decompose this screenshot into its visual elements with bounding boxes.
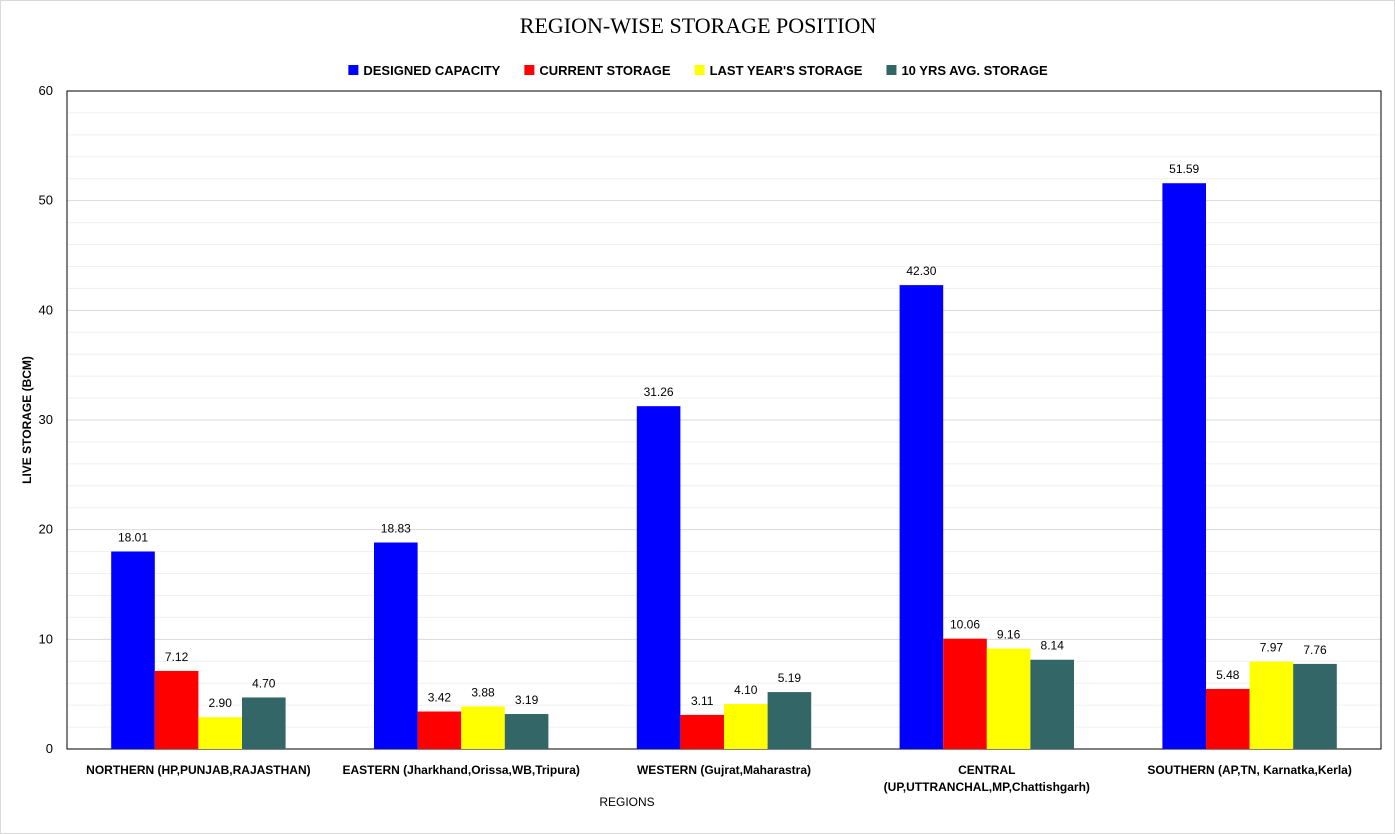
- bar: [1030, 659, 1074, 749]
- legend-swatch: [886, 65, 897, 75]
- bar: [198, 717, 242, 749]
- bar: [680, 714, 724, 749]
- data-label: 10.06: [950, 618, 980, 632]
- x-axis-label: REGIONS: [599, 795, 654, 809]
- legend-label: LAST YEAR'S STORAGE: [710, 63, 863, 78]
- x-axis-categories: NORTHERN (HP,PUNJAB,RAJASTHAN) EASTERN (J…: [86, 763, 1352, 794]
- data-label: 7.97: [1260, 641, 1284, 655]
- legend-swatch: [348, 65, 359, 75]
- category-label: (UP,UTTRANCHAL,MP,Chattishgarh): [884, 780, 1090, 794]
- bar: [1162, 183, 1206, 749]
- data-label: 3.88: [471, 685, 495, 699]
- legend-swatch: [694, 65, 705, 75]
- bar: [111, 551, 155, 749]
- y-tick-label: 10: [39, 631, 53, 646]
- chart-title: REGION-WISE STORAGE POSITION: [520, 13, 877, 38]
- data-label: 7.76: [1303, 643, 1327, 657]
- data-label: 18.01: [118, 530, 148, 544]
- category-label: EASTERN (Jharkhand,Orissa,WB,Tripura): [343, 763, 580, 777]
- series-2: 2.90 3.88 4.10 9.16 7.97: [198, 628, 1294, 749]
- data-label: 5.19: [778, 671, 802, 685]
- bar: [242, 697, 286, 749]
- legend-label: CURRENT STORAGE: [539, 63, 671, 78]
- data-label: 3.42: [428, 690, 452, 704]
- data-label: 31.26: [644, 385, 674, 399]
- bar: [899, 285, 944, 749]
- bar: [461, 706, 505, 749]
- y-tick-label: 0: [46, 741, 53, 756]
- legend-label: 10 YRS AVG. STORAGE: [901, 63, 1048, 78]
- data-label: 8.14: [1041, 639, 1065, 653]
- y-tick-label: 50: [39, 193, 53, 208]
- bar: [1206, 688, 1250, 749]
- bar: [636, 406, 681, 749]
- y-axis-ticks: 0 10 20 30 40 50 60: [39, 83, 53, 756]
- bar: [154, 670, 199, 749]
- data-label: 2.90: [209, 696, 233, 710]
- category-label: NORTHERN (HP,PUNJAB,RAJASTHAN): [86, 763, 310, 777]
- legend-label: DESIGNED CAPACITY: [363, 63, 500, 78]
- series-3: 4.70 3.19 5.19 8.14 7.76: [242, 639, 1337, 749]
- data-label: 3.11: [691, 694, 714, 708]
- bar: [986, 648, 1031, 749]
- y-tick-label: 60: [39, 83, 53, 98]
- y-axis-label: LIVE STORAGE (BCM): [20, 356, 34, 484]
- data-label: 4.10: [734, 683, 758, 697]
- data-label: 51.59: [1169, 162, 1199, 176]
- data-label: 42.30: [906, 264, 936, 278]
- data-label: 9.16: [997, 628, 1021, 642]
- series-0: 18.01 18.83 31.26 42.30 51.59: [111, 162, 1206, 749]
- bar: [374, 542, 418, 749]
- legend-swatch: [524, 65, 535, 75]
- data-label: 5.48: [1216, 668, 1240, 682]
- category-label: SOUTHERN (AP,TN, Karnatka,Kerla): [1147, 763, 1352, 777]
- data-label: 4.70: [252, 676, 276, 690]
- data-label: 18.83: [381, 521, 411, 535]
- y-tick-label: 30: [39, 412, 53, 427]
- bar: [1293, 663, 1337, 749]
- data-label: 7.12: [165, 650, 189, 664]
- bar: [417, 711, 462, 749]
- data-label: 3.19: [515, 693, 539, 707]
- bars: 18.01 18.83 31.26 42.30 51.59 7.12 3.42 3.11 10.…: [111, 162, 1337, 749]
- category-label: CENTRAL: [958, 763, 1015, 777]
- y-tick-label: 20: [39, 522, 53, 537]
- bar: [724, 704, 768, 749]
- legend: DESIGNED CAPACITY CURRENT STORAGE LAST YEA…: [348, 63, 1048, 78]
- bar: [943, 638, 987, 749]
- y-tick-label: 40: [39, 302, 53, 317]
- bar: [1249, 661, 1294, 749]
- series-1: 7.12 3.42 3.11 10.06 5.48: [154, 618, 1250, 749]
- category-label: WESTERN (Gujrat,Maharastra): [637, 763, 811, 777]
- bar: [504, 714, 549, 749]
- bar: [767, 692, 812, 749]
